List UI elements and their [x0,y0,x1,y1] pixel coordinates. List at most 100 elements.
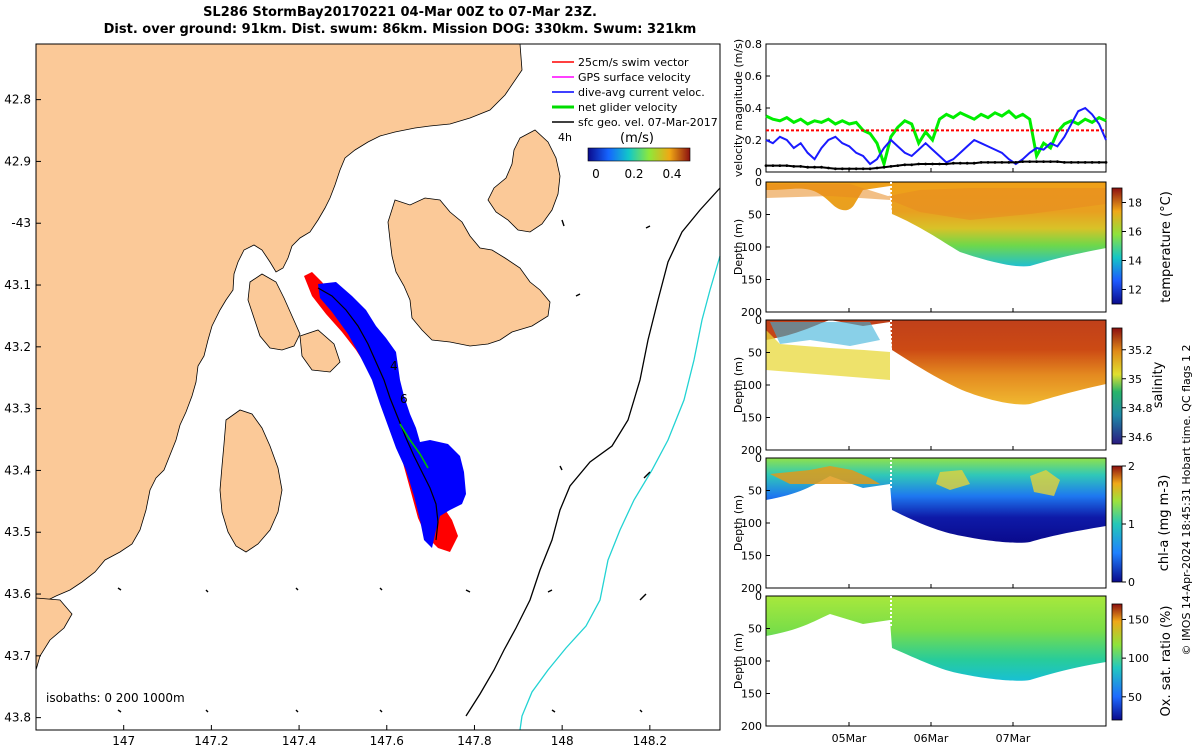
depth-tick-label: 100 [741,241,762,254]
geo-velocity-point [833,167,837,171]
geo-velocity-point [1090,161,1094,164]
geo-velocity-point [889,165,893,168]
depth-tick-label: 200 [741,306,762,319]
velocity-panel: 0 0.2 0.4 0.6 0.8 velocity magnitude (m/s) [732,38,1108,179]
track-label-4: 4 [390,359,398,373]
chl-axis-ticks: 0 50 100 150 200 [741,452,770,595]
geo-velocity-point [785,164,789,168]
geo-velocity-point [1083,161,1087,164]
cbar-tick-label: 12 [1128,284,1142,297]
cbar-tick-label: 35 [1128,373,1142,386]
geo-velocity-point [938,162,941,166]
cbar-tick-label: 34.8 [1128,402,1153,415]
isobaths-label: isobaths: 0 200 1000m [46,691,185,705]
oxygen-colorbar [1111,603,1123,721]
land-peninsula [387,197,551,347]
geo-velocity-point [993,161,997,164]
depth-tick-label: 150 [741,550,762,563]
geo-velocity-point [840,167,844,171]
title-line-1: SL286 StormBay20170221 04-Mar 00Z to 07-… [203,5,597,20]
chl-cbar-label: chl-a (mg m-3) [1157,475,1172,572]
temperature-colorbar [1111,187,1123,305]
geo-velocity-point [764,164,768,168]
geo-velocity-point [1035,160,1039,164]
geo-velocity-point [1000,161,1004,164]
geo-velocity-point [1049,160,1052,164]
speed-tick-0: 0 [592,167,600,181]
geo-velocity-point [827,166,830,170]
legend-current-label: dive-avg current veloc. [578,86,705,99]
oxygen-panel: 0 50 100 150 200 Depth (m) 05Mar 06Mar 07Mar [732,168,1107,745]
geo-velocity-point [771,164,775,168]
velocity-series [764,106,1108,171]
cbar-tick-label: 34.6 [1128,431,1153,444]
cbar-tick-label: 2 [1128,460,1135,473]
speed-tick-0.2: 0.2 [624,167,643,181]
geo-velocity-point [1007,161,1011,164]
glider-track [317,287,439,541]
geo-velocity-point [1076,161,1080,164]
speed-colorbar [587,147,691,162]
land-bruny [219,409,283,553]
geo-velocity-point [1056,160,1059,164]
depth-tick-label: 100 [741,517,762,530]
legend-gps-label: GPS surface velocity [578,71,691,84]
velocity-ylabel: velocity magnitude (m/s) [732,39,745,177]
depth-tick-label: 0 [755,452,762,465]
cbar-tick-label: 35.2 [1128,344,1153,357]
legend-net-label: net glider velocity [578,101,678,114]
map-xtick-label: 147.4 [282,734,316,748]
map-ytick-label: 43.6 [4,587,31,601]
map-ytick-label: 42.9 [4,154,31,168]
geo-velocity-point [1062,161,1066,164]
depth-tick-label: 0 [755,176,762,189]
geo-velocity-point [868,167,872,171]
legend-swim-label: 25cm/s swim vector [578,56,689,69]
geo-velocity-point [924,162,927,166]
geo-velocity-point [778,164,782,168]
map-xtick-label: 148 [551,734,574,748]
map-xtick-label: 147 [112,734,135,748]
chart-title: SL286 StormBay20170221 04-Mar 00Z to 07-… [0,4,800,38]
geo-velocity-point [951,161,955,165]
land-tasman [299,329,341,373]
map-ytick-label: 43.7 [4,649,31,663]
oxygen-cbar-label: Ox. sat. ratio (%) [1159,606,1174,717]
time-axis-ticks: 05Mar 06Mar 07Mar [832,168,1031,745]
velocity-ytick-label: 0.8 [745,38,763,51]
depth-tick-label: 200 [741,720,762,733]
sfc-velocity-arrows [117,219,651,713]
salinity-ylabel: Depth (m) [732,357,745,413]
temperature-axis-ticks: 0 50 100 150 200 [741,176,770,319]
land-west [36,44,523,607]
geo-velocity-point [1104,161,1108,164]
temperature-panel: 0 50 100 150 200 Depth (m) [732,176,1107,319]
geo-velocity-point [861,167,865,171]
geo-velocity-point [1097,161,1101,164]
depth-tick-label: 150 [741,412,762,425]
geo-velocity-point [1014,161,1018,164]
land-island [247,273,301,351]
salinity-west-yellow [766,330,890,380]
map-ytick-label: -43 [11,216,31,230]
geo-velocity-point [1042,160,1045,164]
geo-velocity-point [910,163,914,167]
geo-velocity-point [958,161,962,165]
depth-tick-label: 200 [741,444,762,457]
geo-velocity-point [1069,161,1073,164]
geo-velocity-point [854,167,858,171]
map-xtick-label: 148.2 [633,734,667,748]
salinity-cbar-label: salinity [1151,361,1166,408]
cbar-tick-label: 0 [1128,576,1135,589]
oxygen-field [766,596,1106,681]
velocity-ytick-label: 0.6 [745,70,763,83]
temperature-surface [766,184,1106,220]
cbar-tick-label: 14 [1128,255,1142,268]
map-ytick-label: 43.4 [4,463,31,477]
map-xtick-label: 147.8 [457,734,491,748]
velocity-ytick-label: 0 [755,166,762,179]
chl-subsurface-patch [936,470,1060,496]
geo-velocity-point [965,161,969,165]
cbar-tick-label: 18 [1128,197,1142,210]
geo-velocity-point [917,162,921,166]
